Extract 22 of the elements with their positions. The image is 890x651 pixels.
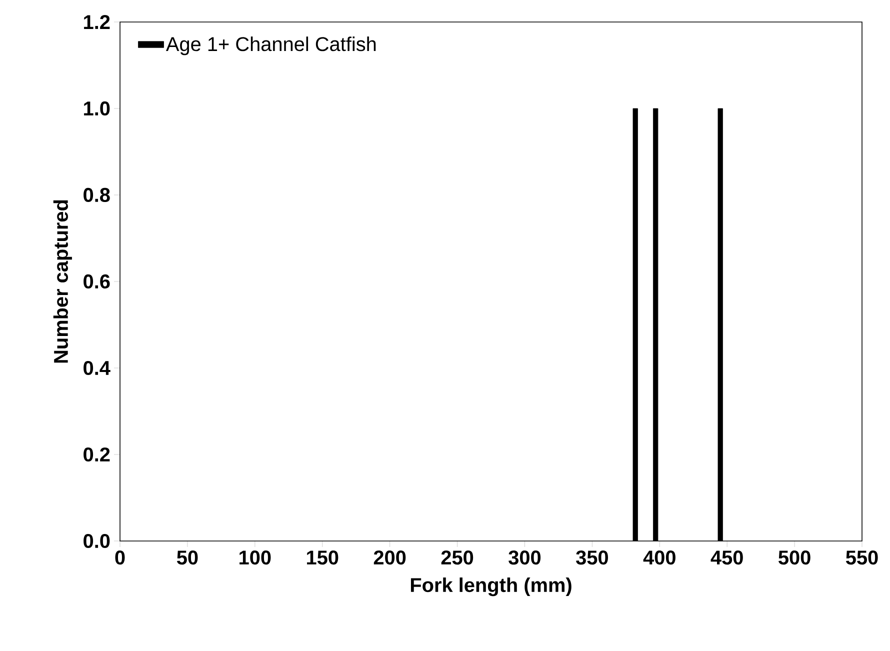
y-tick-label: 0.0	[84, 534, 110, 548]
x-tick-label: 50	[176, 550, 198, 565]
x-tick-label: 250	[441, 550, 474, 565]
y-tick-label: 1.2	[84, 15, 110, 29]
x-tick-label: 150	[307, 550, 338, 565]
x-tick-label: 450	[710, 550, 743, 565]
x-tick-label: 300	[508, 550, 541, 565]
x-tick-label: 0	[115, 550, 125, 565]
y-axis-title: Number captured	[53, 200, 72, 363]
x-axis-title: Fork length (mm)	[410, 577, 572, 596]
x-tick-label: 350	[576, 550, 608, 565]
x-tick-label: 200	[374, 550, 406, 565]
x-tick-label: 500	[778, 550, 810, 565]
x-tick-label: 550	[846, 550, 878, 565]
y-tick-label: 0.2	[84, 447, 110, 462]
y-tick-label: 0.6	[84, 274, 110, 289]
legend-label: Age 1+ Channel Catfish	[166, 36, 376, 56]
x-tick-label: 100	[240, 550, 271, 565]
y-tick-label: 0.8	[84, 188, 110, 202]
y-tick-label: 0.4	[84, 360, 110, 376]
y-tick-label: 1.0	[84, 101, 110, 116]
x-tick-label: 400	[643, 550, 676, 565]
